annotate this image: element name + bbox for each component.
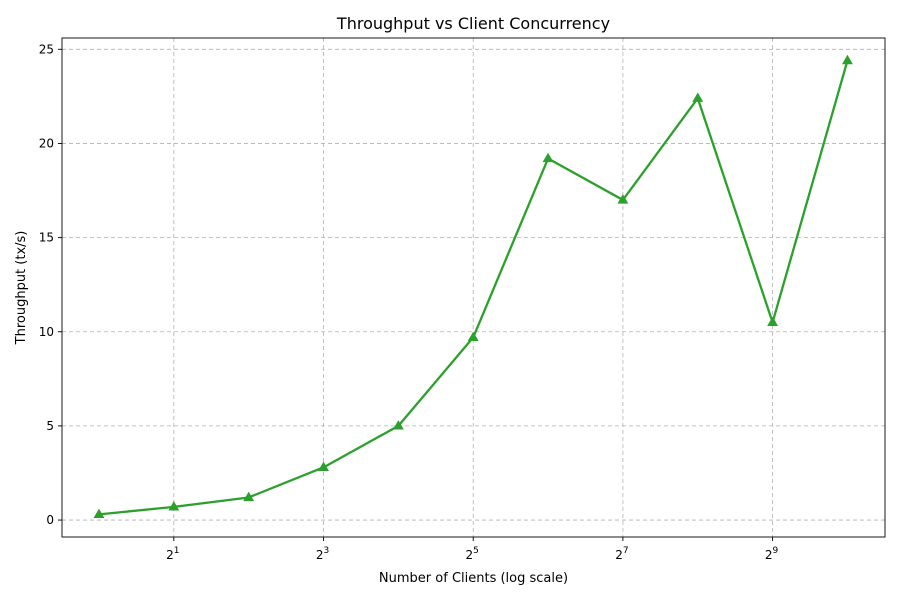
data-point-marker: [841, 54, 853, 65]
y-tick-label: 25: [39, 42, 54, 56]
data-point-marker: [692, 92, 704, 102]
x-tick-label-base: 2: [316, 548, 324, 562]
x-tick-label-exponent: 3: [323, 546, 329, 556]
data-point-marker: [392, 420, 404, 430]
data-point-marker: [318, 461, 329, 471]
y-axis-label: Throughput (tx/s): [14, 231, 29, 346]
x-tick-label-exponent: 5: [473, 546, 479, 556]
y-tick-label: 5: [46, 419, 54, 433]
y-tick-label: 10: [39, 325, 54, 339]
data-point-marker: [168, 501, 180, 511]
series-layer: [93, 54, 853, 519]
x-tick-label: 21: [166, 546, 179, 562]
data-point-marker: [767, 316, 779, 326]
x-tick-label-base: 2: [765, 548, 773, 562]
x-tick-label: 29: [765, 546, 779, 562]
data-point-marker: [243, 491, 255, 502]
x-tick-label-exponent: 1: [174, 546, 180, 556]
y-tick-label: 15: [39, 231, 54, 245]
x-tick-label-exponent: 9: [773, 546, 779, 556]
y-tick-label: 0: [46, 513, 54, 527]
data-point-marker: [93, 508, 105, 519]
x-axis-label: Number of Clients (log scale): [379, 571, 568, 586]
data-point-marker: [542, 152, 554, 163]
y-tick-label: 20: [39, 136, 54, 150]
x-tick-label-base: 2: [615, 548, 623, 562]
x-tick-label-exponent: 7: [623, 546, 629, 556]
x-tick-label: 23: [316, 546, 329, 562]
grid: [62, 38, 885, 537]
data-point-marker: [617, 194, 629, 204]
chart-title: Throughput vs Client Concurrency: [336, 14, 610, 33]
x-tick-label-base: 2: [166, 548, 174, 562]
x-tick-label: 27: [615, 546, 628, 562]
x-tick-label: 25: [466, 546, 479, 562]
data-point-marker: [467, 331, 479, 342]
x-tick-label-base: 2: [466, 548, 474, 562]
